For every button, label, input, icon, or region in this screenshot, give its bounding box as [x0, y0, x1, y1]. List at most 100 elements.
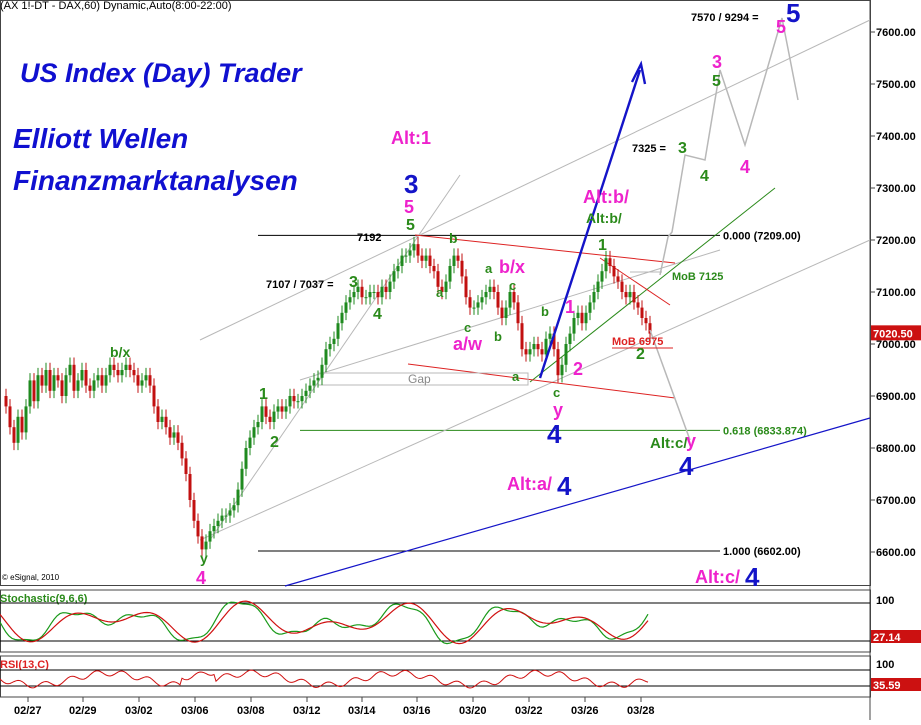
mob-6975-label: MoB 6975 [612, 336, 663, 348]
candle-body [572, 318, 576, 334]
candle-body [88, 385, 92, 391]
candle-body [392, 271, 396, 282]
y-tick-label: 6600.00 [876, 547, 916, 559]
candle-body [52, 375, 56, 391]
candle-body [160, 416, 164, 422]
candle-body [320, 364, 324, 378]
candle-body [256, 422, 260, 428]
rsi-100-label: 100 [876, 659, 894, 671]
stoch-d-line [0, 600, 649, 645]
candle-body [204, 541, 208, 550]
candle-body [284, 406, 288, 412]
level-7107: 7107 / 7037 = [266, 279, 334, 291]
fib-label: 0.000 (7209.00) [723, 230, 801, 242]
candle-body [356, 286, 360, 292]
candle-body [164, 416, 168, 428]
wave-c-green-2: c [464, 320, 471, 335]
candle-body [496, 292, 500, 308]
wave-a-green-2: a [485, 261, 493, 276]
candle-body [568, 333, 572, 344]
y-tick-label: 7500.00 [876, 79, 916, 91]
level-7325: 7325 = [632, 143, 666, 155]
candle-body [344, 302, 348, 313]
wave-aw-magenta: a/w [453, 334, 483, 354]
red-channel-top [414, 234, 676, 264]
stochastic-panel-frame [0, 589, 871, 653]
candle-body [56, 375, 60, 381]
wave-3-magenta-proj: 3 [712, 52, 722, 72]
candle-body [464, 276, 468, 298]
rsi-panel-frame [0, 655, 871, 698]
x-tick-label: 03/02 [125, 705, 153, 717]
candle-body [180, 442, 184, 459]
y-tick-label: 7100.00 [876, 287, 916, 299]
candle-body [264, 406, 268, 417]
candle-body [524, 349, 528, 355]
alt-cy-label: Alt:c/ [650, 435, 688, 452]
candle-body [36, 375, 40, 402]
candle-body [352, 292, 356, 298]
candle-body [536, 344, 540, 350]
chart-header: (AX 1!-DT - DAX,60) Dynamic,Auto(8:00-22… [0, 0, 232, 12]
candle-body [460, 260, 464, 277]
candle-body [540, 349, 544, 355]
candle-body [368, 292, 372, 298]
green-trendline [529, 187, 776, 383]
x-tick-label: 03/06 [181, 705, 209, 717]
candle-body [412, 244, 416, 251]
x-tick-label: 03/14 [348, 705, 376, 717]
candle-body [20, 416, 24, 433]
grey-channel-a [209, 174, 461, 541]
candle-body [612, 266, 616, 277]
candle-body [592, 292, 596, 303]
candle-body [208, 531, 212, 542]
last-price-box [871, 325, 921, 341]
candle-body [640, 307, 644, 318]
x-tick-label: 03/28 [627, 705, 655, 717]
last-price-label: 7020.50 [873, 328, 913, 340]
candle-body [48, 370, 52, 391]
candle-body [548, 333, 552, 339]
candle-body [396, 266, 400, 272]
blue-arrow-head [630, 60, 647, 85]
candle-body [192, 500, 196, 521]
wave-4-magenta-proj: 4 [740, 157, 750, 177]
candle-body [332, 338, 336, 344]
candle-body [472, 307, 476, 309]
candle-body [40, 375, 44, 386]
x-tick-label: 03/08 [237, 705, 265, 717]
red-wedge [599, 257, 671, 306]
candle-body [456, 255, 460, 261]
candle-body [604, 258, 608, 272]
candle-body [4, 396, 8, 407]
wave-4-green-a: 4 [373, 306, 382, 323]
candle-body [324, 349, 328, 365]
wave-5-magenta-proj: 5 [776, 17, 786, 37]
candle-body [544, 338, 548, 355]
fib-label: 0.618 (6833.874) [723, 425, 807, 437]
candle-body [560, 364, 564, 376]
rsi-line [0, 669, 649, 689]
candle-body [348, 297, 352, 303]
candle-body [128, 364, 132, 370]
x-tick-label: 02/27 [14, 705, 42, 717]
candle-body [120, 370, 124, 376]
candle-body [448, 266, 452, 282]
candle-body [140, 380, 144, 386]
candle-body [504, 307, 508, 318]
candle-body [380, 286, 384, 298]
wave-b-green-2: b [494, 329, 502, 344]
esignal-watermark: © eSignal, 2010 [2, 573, 60, 582]
candle-body [388, 281, 392, 292]
fib-label: 1.000 (6602.00) [723, 546, 801, 558]
candle-body [556, 349, 560, 376]
candle-body [516, 302, 520, 324]
x-tick-label: 03/20 [459, 705, 487, 717]
wave-4-blue-low: 4 [547, 419, 562, 449]
candle-body [620, 281, 624, 292]
candle-body [24, 406, 28, 433]
candle-body [244, 448, 248, 469]
wave-3-green-proj: 3 [678, 140, 687, 157]
alt-c-label: Alt:c/ [695, 567, 740, 587]
candle-body [596, 281, 600, 292]
